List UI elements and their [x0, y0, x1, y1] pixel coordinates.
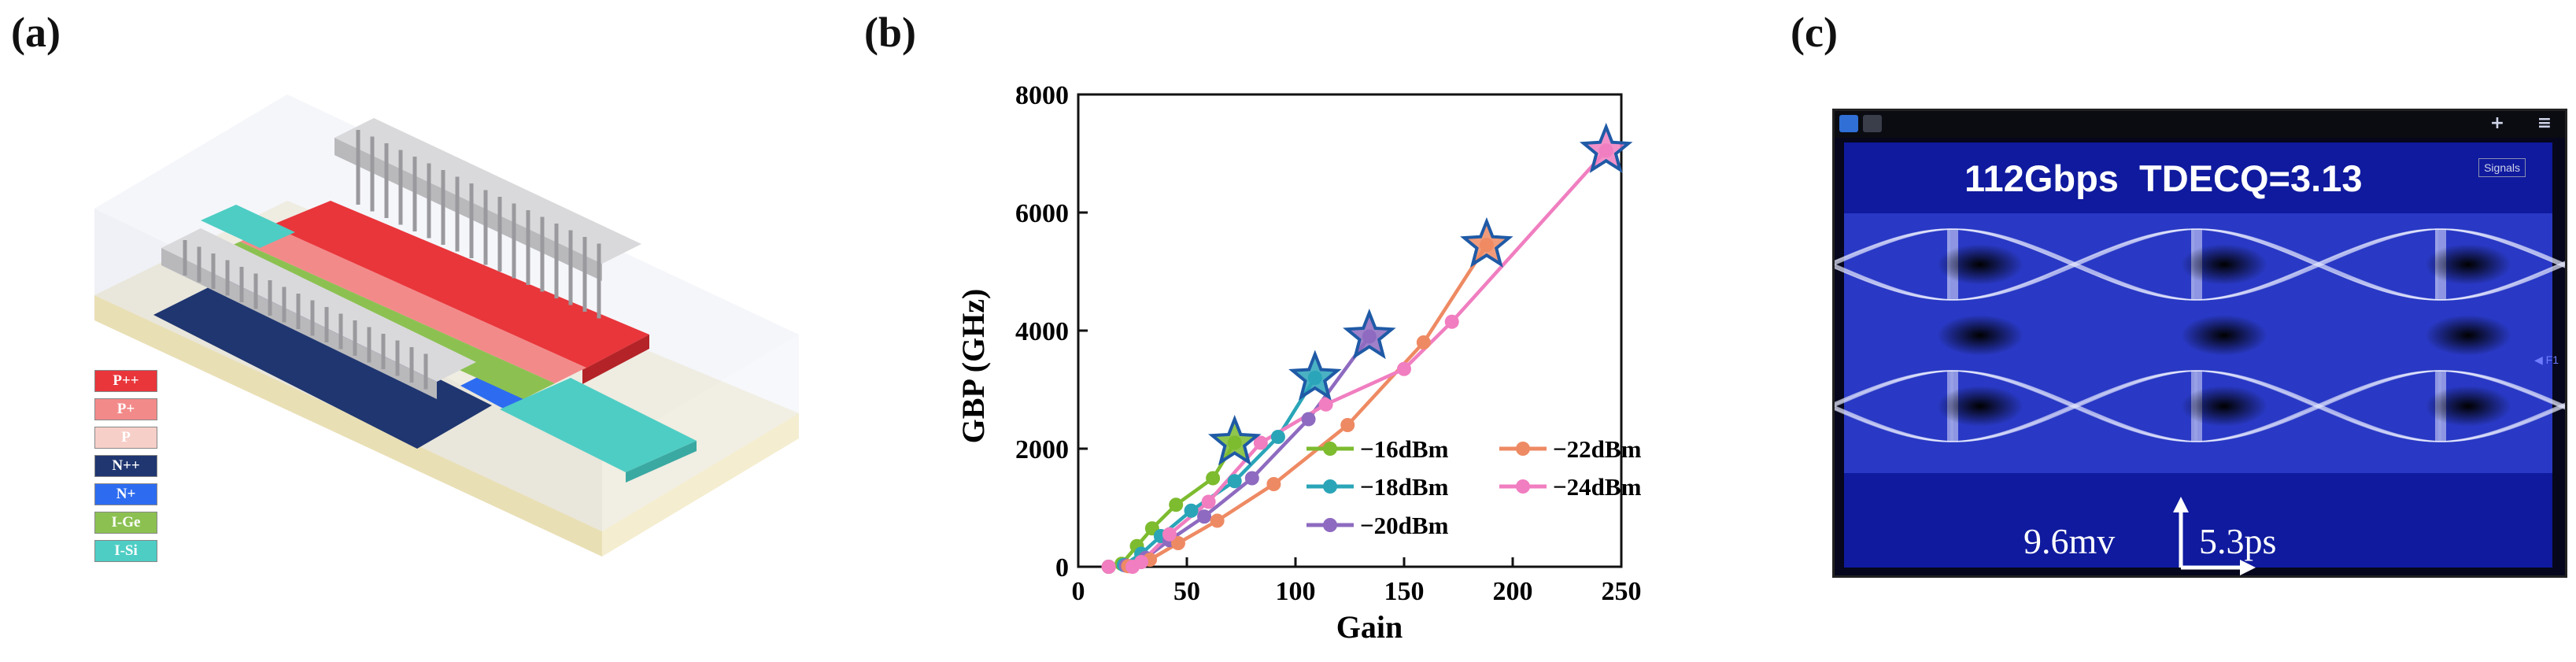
- legend-swatch-marker: [1516, 442, 1530, 456]
- peak-star-marker: [1579, 122, 1633, 173]
- panel-label-c: (c): [1791, 9, 1838, 56]
- x-tick-label: 250: [1602, 577, 1642, 606]
- doping-legend-item: I-Ge: [94, 512, 157, 534]
- data-point: [1318, 397, 1333, 412]
- peak-star-marker: [1288, 349, 1342, 401]
- single-view-icon[interactable]: [1839, 115, 1858, 132]
- legend-label: −22dBm: [1553, 435, 1642, 463]
- eye-opening: [2181, 244, 2267, 285]
- doping-legend-item: N++: [94, 455, 157, 477]
- data-point: [1206, 471, 1221, 486]
- y-tick-label: 8000: [1015, 81, 1069, 110]
- add-icon[interactable]: +: [2489, 113, 2505, 133]
- doping-legend-item: N+: [94, 483, 157, 505]
- data-point: [1162, 527, 1177, 542]
- data-point: [1266, 477, 1281, 491]
- data-point: [1397, 361, 1411, 376]
- data-point: [1253, 435, 1268, 450]
- data-point: [1416, 335, 1431, 349]
- doping-legend-item: I-Si: [94, 540, 157, 562]
- data-point: [1227, 474, 1242, 489]
- data-point: [1134, 555, 1149, 569]
- doping-legend: P++ P+ P N++ N+ I-Ge I-Si: [94, 370, 157, 568]
- eye-diagram-scope: + ≡ 112Gbps TDECQ=3.13 Signals ◀ F1 9.6m…: [1832, 109, 2567, 578]
- panel-label-a: (a): [11, 9, 61, 56]
- eye-opening: [2181, 386, 2267, 427]
- legend-label: −20dBm: [1360, 512, 1449, 539]
- data-point: [1169, 497, 1184, 512]
- doping-legend-item: P++: [94, 370, 157, 392]
- data-point: [1340, 418, 1355, 432]
- legend-label: −24dBm: [1553, 473, 1642, 501]
- y-tick-label: 0: [1055, 553, 1069, 582]
- scale-arrows: [2173, 497, 2256, 575]
- peak-star-marker: [1460, 216, 1513, 268]
- legend-label: −16dBm: [1360, 435, 1449, 463]
- eye-opening: [2425, 315, 2511, 356]
- data-point: [1170, 536, 1185, 550]
- data-point: [1201, 494, 1216, 509]
- photodetector-device-illustration: [94, 94, 799, 557]
- x-tick-label: 0: [1072, 577, 1085, 606]
- eye-opening: [1937, 315, 2023, 356]
- data-point: [1301, 412, 1316, 427]
- x-tick-label: 50: [1173, 577, 1200, 606]
- menu-icon[interactable]: ≡: [2537, 113, 2552, 133]
- legend-swatch-marker: [1323, 518, 1337, 532]
- horizontal-scale-label: 5.3ps: [2199, 521, 2277, 561]
- scope-title: 112Gbps TDECQ=3.13: [1964, 157, 2363, 199]
- series-line: [1108, 149, 1608, 569]
- y-tick-label: 6000: [1015, 199, 1069, 228]
- grid-view-icon[interactable]: [1863, 115, 1882, 132]
- legend-swatch-marker: [1516, 479, 1530, 494]
- x-tick-label: 150: [1384, 577, 1425, 606]
- data-point: [1197, 509, 1212, 524]
- signals-dropdown[interactable]: Signals: [2478, 158, 2526, 177]
- y-tick-label: 4000: [1015, 317, 1069, 346]
- x-axis-label: Gain: [1336, 609, 1403, 645]
- eye-diagram-traces: [1835, 142, 2565, 568]
- eye-opening: [2425, 386, 2511, 427]
- data-point: [1444, 314, 1459, 329]
- legend-swatch-marker: [1323, 442, 1337, 456]
- x-tick-label: 200: [1493, 577, 1533, 606]
- y-axis-label: GBP (GHz): [955, 289, 991, 444]
- panel-label-b: (b): [864, 9, 916, 56]
- doping-legend-item: P: [94, 427, 157, 449]
- data-point: [1101, 560, 1116, 574]
- scope-toolbar: + ≡: [1835, 111, 2565, 138]
- eye-opening: [1937, 386, 2023, 427]
- legend-label: −18dBm: [1360, 473, 1449, 501]
- eye-opening: [1937, 244, 2023, 285]
- x-tick-label: 100: [1276, 577, 1316, 606]
- doping-legend-item: P+: [94, 398, 157, 420]
- f1-marker: ◀ F1: [2534, 353, 2559, 366]
- eye-opening: [2181, 315, 2267, 356]
- data-point: [1244, 471, 1259, 486]
- legend-swatch-marker: [1323, 479, 1337, 494]
- data-point: [1270, 430, 1285, 444]
- peak-star-marker: [1343, 309, 1396, 360]
- gbp-vs-gain-chart: 0 50 100 150 200 250 0 2000 4000 6000 8000 −16dBm −…: [955, 81, 1642, 645]
- y-tick-label: 2000: [1015, 435, 1069, 464]
- data-point: [1184, 503, 1199, 518]
- data-point: [1210, 513, 1225, 528]
- peak-star-marker: [1207, 415, 1262, 466]
- vertical-scale-label: 9.6mv: [2023, 521, 2116, 561]
- eye-opening: [2425, 244, 2511, 285]
